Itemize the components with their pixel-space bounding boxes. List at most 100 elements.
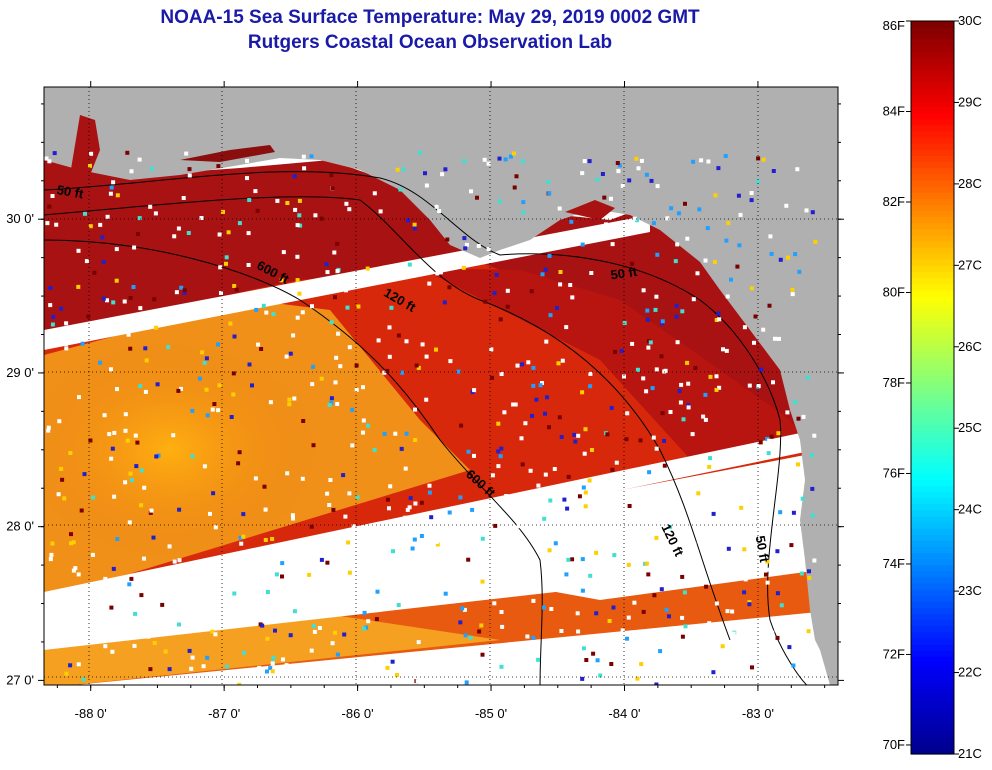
flagged-pixel (129, 478, 134, 483)
flagged-pixel (80, 341, 85, 346)
flagged-pixel (546, 179, 551, 184)
flagged-pixel (331, 507, 336, 512)
flagged-pixel (102, 621, 107, 626)
flagged-pixel (674, 314, 679, 319)
flagged-pixel (404, 431, 409, 436)
colorbar-swatch (911, 515, 954, 523)
flagged-pixel (329, 400, 334, 405)
flagged-pixel (589, 271, 594, 275)
flagged-pixel (400, 370, 405, 375)
colorbar-celsius-labels: 30C 29C 28C 27C 26C 25C 24C 23C 22C 21C (954, 13, 982, 761)
flagged-pixel (60, 477, 65, 482)
flagged-pixel (656, 531, 661, 536)
flagged-pixel (176, 388, 181, 393)
flagged-pixel (347, 491, 352, 496)
flagged-pixel (668, 410, 673, 414)
flagged-pixel (435, 677, 440, 682)
flagged-pixel (205, 413, 210, 418)
flagged-pixel (105, 298, 109, 303)
flagged-pixel (435, 542, 440, 547)
flagged-pixel (797, 269, 802, 274)
flagged-pixel (568, 283, 573, 287)
flagged-pixel (663, 516, 668, 521)
flagged-pixel (591, 651, 596, 656)
flagged-pixel (114, 247, 119, 252)
flagged-pixel (573, 517, 578, 522)
flagged-pixel (287, 397, 292, 402)
flagged-pixel (382, 370, 387, 375)
flagged-pixel (83, 211, 87, 216)
flagged-pixel (229, 415, 234, 419)
flagged-pixel (595, 177, 600, 182)
flagged-pixel (773, 336, 777, 341)
flagged-pixel (655, 184, 660, 189)
flagged-pixel (641, 609, 646, 614)
flagged-pixel (607, 619, 612, 623)
colorbar-swatch (911, 118, 954, 126)
flagged-pixel (345, 305, 350, 310)
flagged-pixel (712, 628, 716, 633)
flagged-pixel (778, 510, 783, 515)
flagged-pixel (649, 178, 654, 183)
flagged-pixel (463, 633, 468, 638)
flagged-pixel (531, 635, 536, 640)
colorbar-swatch (911, 240, 954, 248)
flagged-pixel (311, 443, 316, 448)
flagged-pixel (558, 270, 563, 274)
colorbar-swatch (911, 94, 954, 102)
flagged-pixel (267, 548, 272, 553)
flagged-pixel (366, 619, 371, 624)
flagged-pixel (655, 252, 660, 257)
colorbar-c-label: 27C (958, 257, 982, 272)
flagged-pixel (76, 662, 81, 667)
flagged-pixel (350, 407, 355, 412)
flagged-pixel (635, 367, 640, 372)
flagged-pixel (295, 315, 300, 320)
mobile-bay-water (70, 115, 100, 175)
flagged-pixel (470, 507, 475, 512)
flagged-pixel (502, 410, 507, 415)
colorbar-swatch (911, 466, 954, 474)
flagged-pixel (498, 317, 503, 322)
flagged-pixel (543, 472, 548, 477)
flagged-pixel (217, 383, 222, 388)
flagged-pixel (610, 242, 615, 247)
flagged-pixel (616, 169, 621, 174)
lat-tick-label: 28 0' (6, 519, 34, 534)
flagged-pixel (775, 549, 780, 554)
flagged-pixel (505, 304, 510, 309)
flagged-pixel (704, 584, 709, 589)
flagged-pixel (555, 306, 559, 311)
flagged-pixel (138, 384, 143, 389)
colorbar-c-label: 23C (958, 583, 982, 598)
flagged-pixel (152, 641, 157, 645)
flagged-pixel (327, 403, 332, 407)
flagged-pixel (789, 543, 794, 548)
flagged-pixel (545, 395, 549, 400)
flagged-pixel (403, 466, 408, 471)
latitude-labels: 30 0' 29 0' 28 0' 27 0' (6, 211, 34, 687)
flagged-pixel (319, 557, 324, 562)
flagged-pixel (279, 278, 284, 283)
flagged-pixel (356, 304, 361, 309)
flagged-pixel (401, 167, 406, 172)
flagged-pixel (148, 667, 153, 672)
colorbar-swatch (911, 729, 954, 737)
flagged-pixel (48, 557, 53, 562)
flagged-pixel (583, 490, 588, 495)
colorbar-swatch (911, 265, 954, 273)
colorbar-swatch (911, 644, 954, 651)
flagged-pixel (88, 163, 92, 168)
flagged-pixel (580, 390, 585, 395)
flagged-pixel (297, 291, 302, 296)
flagged-pixel (587, 478, 592, 483)
flagged-pixel (239, 541, 244, 546)
flagged-pixel (489, 347, 494, 352)
map-title: NOAA-15 Sea Surface Temperature: May 29,… (160, 7, 700, 28)
flagged-pixel (622, 374, 626, 379)
flagged-pixel (153, 211, 158, 216)
flagged-pixel (521, 159, 525, 164)
flagged-pixel (270, 537, 275, 541)
flagged-pixel (128, 471, 133, 476)
flagged-pixel (88, 438, 93, 443)
